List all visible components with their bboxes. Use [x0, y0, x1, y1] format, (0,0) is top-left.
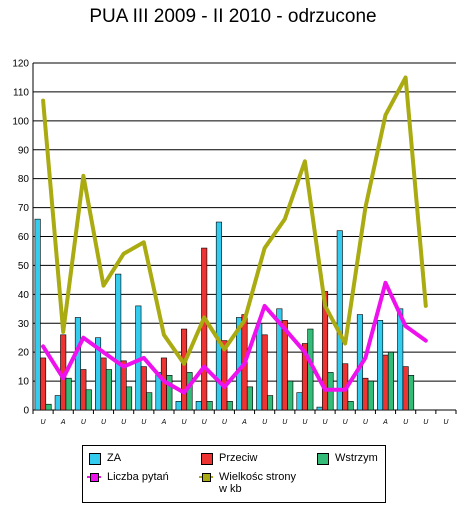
bar-za-17: [377, 320, 384, 411]
y-tick-label-5: 50: [18, 261, 30, 272]
series-line-1: [41, 75, 428, 366]
bar-wstrzym-15: [347, 401, 354, 411]
x-tick-label-20: U: [443, 419, 449, 426]
bar-wstrzym-6: [166, 374, 173, 411]
x-tick-label-19: U: [423, 419, 429, 426]
bar-wstrzym-3: [105, 369, 112, 411]
legend-swatch-liczba-pytan: [87, 472, 101, 482]
x-tick-label-4: U: [121, 419, 127, 426]
bar-za-1: [54, 395, 61, 411]
bar-wstrzym-16: [367, 380, 374, 411]
x-tick-label-6: A: [161, 419, 167, 426]
bar-przeciw-9: [221, 340, 228, 411]
x-tick-label-15: U: [343, 419, 349, 426]
bar-przeciw-0: [40, 357, 47, 411]
legend-swatch-wstrzym: [317, 453, 329, 465]
x-tick-label-5: U: [141, 419, 147, 426]
bar-za-14: [316, 406, 323, 411]
bar-wstrzym-17: [387, 351, 394, 411]
bar-przeciw-16: [362, 377, 369, 411]
legend-item-wielkosc-strony: Wielkośc strony w kb: [199, 471, 296, 495]
bar-przeciw-12: [281, 320, 288, 411]
bar-za-8: [195, 401, 202, 411]
legend-swatch-za: [89, 453, 101, 465]
bar-przeciw-4: [120, 360, 127, 411]
bar-wstrzym-1: [65, 377, 72, 411]
bar-wstrzym-2: [85, 389, 92, 411]
y-tick-label-4: 40: [18, 290, 30, 301]
legend-item-liczba-pytan: Liczba pytań: [87, 471, 169, 483]
bar-przeciw-17: [382, 354, 389, 411]
x-tick-label-16: U: [363, 419, 369, 426]
y-tick-label-11: 110: [13, 87, 29, 98]
x-tick-label-12: U: [282, 419, 288, 426]
legend-label-wstrzym: Wstrzym: [335, 452, 378, 464]
y-tick-label-1: 10: [18, 377, 30, 388]
y-tick-label-2: 20: [18, 348, 30, 359]
y-tick-label-8: 80: [18, 174, 30, 185]
legend-swatch-przeciw: [201, 453, 213, 465]
bar-za-11: [256, 322, 263, 411]
legend: ZA Przeciw Wstrzym Liczba pytań Wielkośc…: [82, 445, 386, 503]
bar-za-4: [115, 273, 122, 411]
bar-wstrzym-9: [226, 401, 233, 411]
x-tick-label-10: A: [241, 419, 247, 426]
legend-item-za: ZA: [89, 452, 121, 465]
x-tick-label-17: A: [382, 419, 388, 426]
bar-za-18: [397, 308, 404, 411]
bar-za-9: [215, 221, 222, 411]
y-tick-label-10: 100: [12, 116, 29, 127]
x-tick-label-13: U: [302, 419, 308, 426]
legend-swatch-wielkosc-strony: [199, 472, 213, 482]
bar-przeciw-7: [181, 328, 188, 411]
x-tick-label-18: U: [403, 419, 409, 426]
bar-wstrzym-5: [146, 392, 153, 411]
bar-za-15: [336, 230, 343, 411]
x-tick-label-1: A: [60, 419, 66, 426]
x-tick-label-2: U: [81, 419, 87, 426]
bar-przeciw-11: [261, 334, 268, 411]
y-tick-label-3: 30: [18, 319, 30, 330]
legend-item-przeciw: Przeciw: [201, 452, 258, 465]
x-tick-label-0: U: [41, 419, 47, 426]
bar-za-2: [74, 317, 81, 411]
legend-item-wstrzym: Wstrzym: [317, 452, 378, 465]
bar-za-13: [296, 392, 303, 411]
y-tick-label-0: 0: [23, 406, 29, 417]
x-tick-label-11: U: [262, 419, 268, 426]
x-tick-label-14: U: [323, 419, 329, 426]
y-tick-label-12: 120: [12, 59, 29, 70]
bar-wstrzym-18: [408, 374, 415, 411]
bar-przeciw-5: [140, 366, 147, 411]
bar-przeciw-18: [402, 366, 409, 411]
bar-wstrzym-4: [126, 386, 133, 411]
legend-label-liczba-pytan: Liczba pytań: [107, 471, 169, 483]
y-tick-label-7: 70: [18, 203, 30, 214]
legend-label-wielkosc-strony: Wielkośc strony w kb: [219, 471, 297, 495]
bar-wstrzym-11: [267, 395, 274, 411]
y-tick-label-6: 60: [18, 232, 30, 243]
legend-label-za: ZA: [107, 452, 122, 464]
series-line-0: [41, 280, 428, 395]
bar-przeciw-8: [201, 247, 208, 411]
bar-wstrzym-0: [45, 403, 52, 411]
legend-label-przeciw: Przeciw: [219, 452, 258, 464]
y-tick-label-9: 90: [18, 145, 30, 156]
bar-przeciw-3: [100, 357, 107, 411]
bar-za-7: [175, 401, 182, 411]
bar-za-0: [34, 218, 41, 411]
bar-przeciw-2: [80, 369, 87, 411]
bar-wstrzym-8: [206, 401, 213, 411]
bar-wstrzym-12: [287, 380, 294, 411]
x-tick-label-8: U: [202, 419, 208, 426]
bar-wstrzym-10: [246, 386, 253, 411]
x-tick-label-9: U: [222, 419, 228, 426]
x-tick-label-3: U: [101, 419, 107, 426]
x-tick-label-7: U: [182, 419, 188, 426]
chart-title: PUA III 2009 - II 2010 - odrzucone: [89, 6, 377, 27]
